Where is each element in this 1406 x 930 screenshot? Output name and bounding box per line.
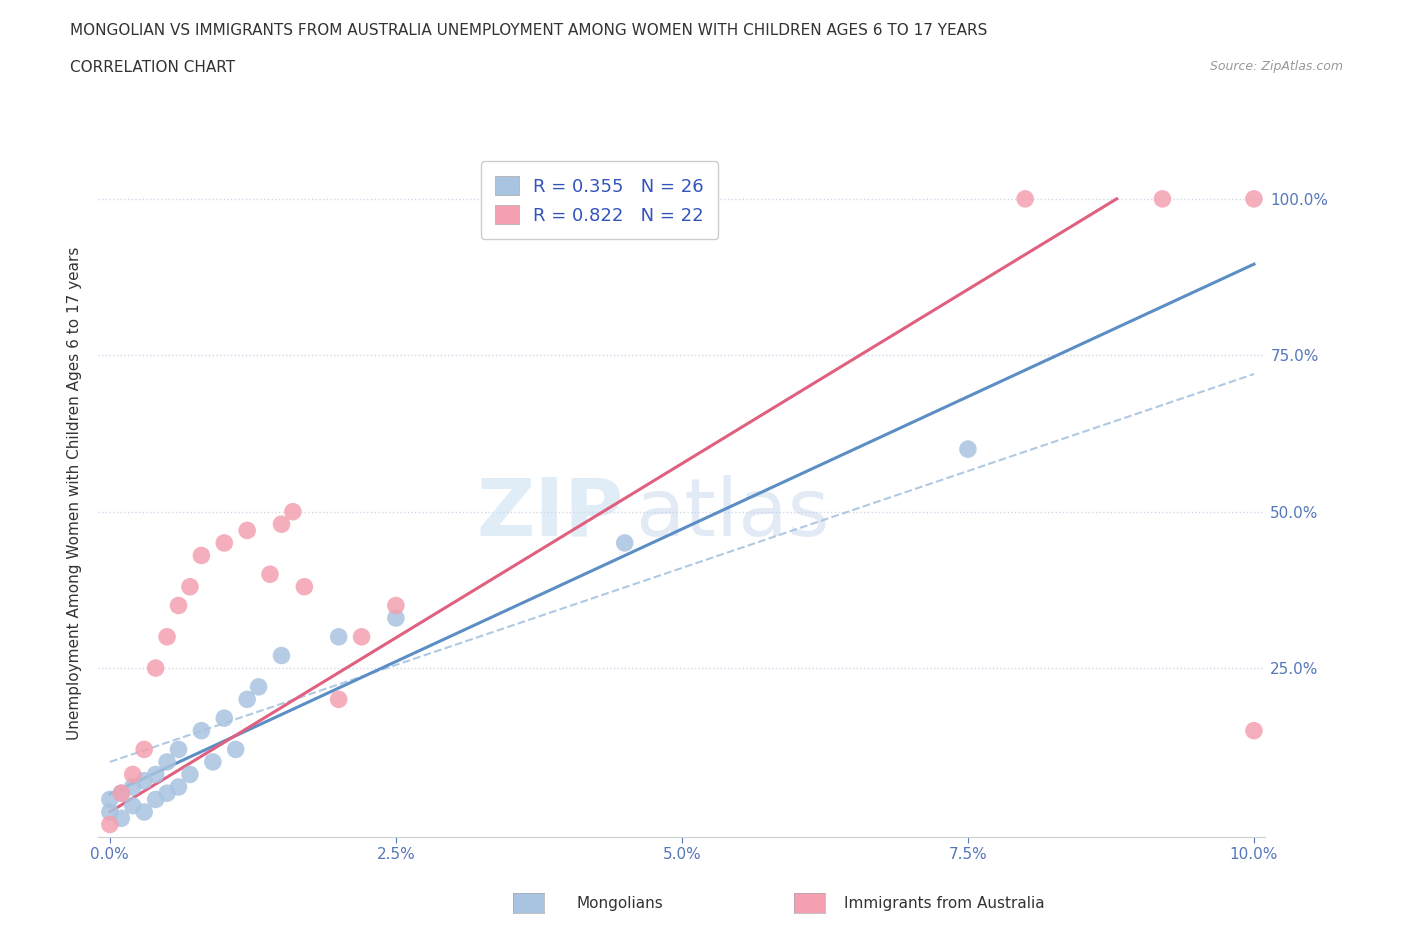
Point — [270, 517, 292, 532]
Point — [1152, 192, 1174, 206]
Y-axis label: Unemployment Among Women with Children Ages 6 to 17 years: Unemployment Among Women with Children A… — [66, 246, 82, 739]
Point — [236, 523, 259, 538]
Point — [167, 598, 190, 613]
Text: atlas: atlas — [636, 474, 830, 552]
Point — [328, 630, 350, 644]
Point — [156, 786, 179, 801]
Point — [613, 536, 636, 551]
Text: ZIP: ZIP — [477, 474, 623, 552]
Point — [134, 742, 156, 757]
Point — [956, 442, 979, 457]
Point — [270, 648, 292, 663]
Point — [145, 660, 167, 675]
Text: CORRELATION CHART: CORRELATION CHART — [70, 60, 235, 75]
Point — [281, 504, 304, 519]
Point — [98, 792, 121, 807]
Text: Immigrants from Australia: Immigrants from Australia — [844, 897, 1045, 911]
Point — [1243, 192, 1265, 206]
Text: Mongolians: Mongolians — [576, 897, 664, 911]
Point — [385, 598, 408, 613]
Point — [214, 536, 236, 551]
Point — [121, 798, 143, 813]
Text: MONGOLIAN VS IMMIGRANTS FROM AUSTRALIA UNEMPLOYMENT AMONG WOMEN WITH CHILDREN AG: MONGOLIAN VS IMMIGRANTS FROM AUSTRALIA U… — [70, 23, 987, 38]
Point — [167, 779, 190, 794]
Point — [134, 804, 156, 819]
Point — [98, 804, 121, 819]
Point — [201, 754, 224, 769]
Point — [121, 779, 143, 794]
Point — [1243, 724, 1265, 738]
Point — [98, 817, 121, 832]
Point — [179, 767, 201, 782]
Point — [110, 786, 132, 801]
Point — [179, 579, 201, 594]
Point — [292, 579, 315, 594]
Point — [145, 767, 167, 782]
Point — [1014, 192, 1036, 206]
Point — [190, 724, 212, 738]
Point — [121, 767, 143, 782]
Point — [385, 611, 408, 626]
Point — [110, 786, 132, 801]
Point — [214, 711, 236, 725]
Point — [350, 630, 373, 644]
Point — [247, 680, 270, 695]
Point — [145, 792, 167, 807]
Point — [328, 692, 350, 707]
Point — [236, 692, 259, 707]
Point — [156, 754, 179, 769]
Point — [190, 548, 212, 563]
Legend: R = 0.355   N = 26, R = 0.822   N = 22: R = 0.355 N = 26, R = 0.822 N = 22 — [481, 161, 718, 239]
Point — [225, 742, 247, 757]
Point — [110, 811, 132, 826]
Point — [156, 630, 179, 644]
Point — [134, 773, 156, 788]
Text: Source: ZipAtlas.com: Source: ZipAtlas.com — [1209, 60, 1343, 73]
Point — [167, 742, 190, 757]
Point — [259, 566, 281, 581]
